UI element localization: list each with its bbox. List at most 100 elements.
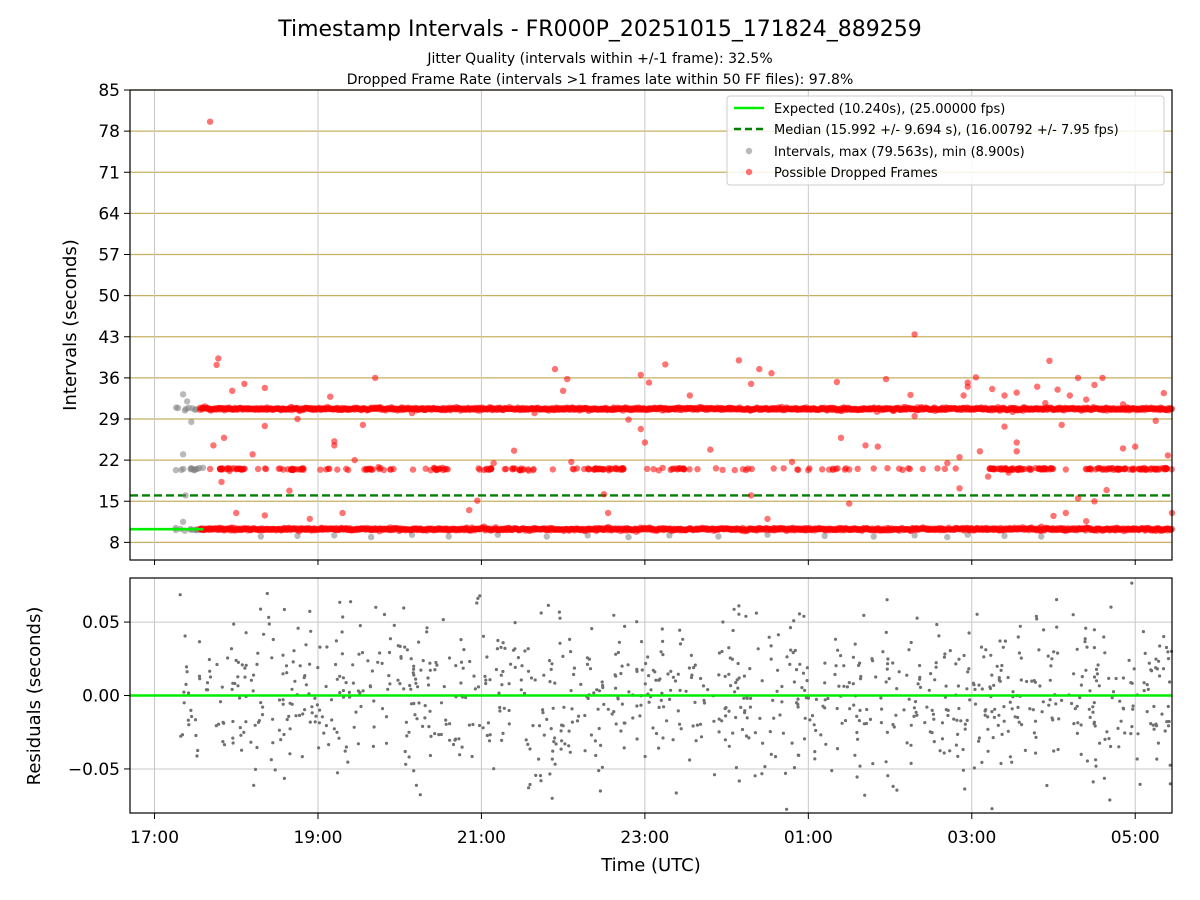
residual-point — [539, 779, 543, 783]
residual-point — [669, 688, 673, 692]
residual-point — [520, 664, 524, 668]
residual-point — [599, 743, 603, 748]
residual-point — [813, 757, 817, 761]
residual-point — [304, 643, 308, 647]
residual-point — [190, 714, 194, 719]
dropped-point — [884, 465, 891, 472]
dropped-point — [976, 448, 984, 455]
residual-point — [341, 689, 345, 693]
dropped-point — [1034, 383, 1041, 390]
residual-point — [447, 656, 452, 660]
dropped-point — [531, 409, 538, 417]
residual-point — [279, 738, 283, 742]
residual-point — [886, 657, 890, 661]
residual-point — [620, 702, 625, 706]
dropped-point — [581, 465, 588, 473]
dropped-point — [568, 458, 575, 466]
residual-point — [568, 637, 572, 642]
residual-point — [298, 664, 302, 668]
dropped-point — [1119, 401, 1127, 408]
residual-point — [412, 667, 416, 671]
residual-point — [402, 606, 406, 610]
residual-point — [372, 725, 376, 729]
residual-point — [963, 727, 967, 731]
residual-point — [934, 665, 938, 669]
interval-point — [196, 464, 203, 472]
dropped-point — [952, 465, 959, 472]
residual-point — [660, 691, 664, 695]
residual-point — [942, 655, 947, 659]
residual-point — [262, 632, 266, 636]
dropped-point — [229, 387, 236, 394]
residual-point — [737, 612, 741, 616]
residual-point — [282, 732, 286, 737]
residual-point — [471, 722, 475, 727]
residual-point — [944, 684, 948, 688]
residual-point — [281, 653, 285, 657]
residual-point — [380, 661, 384, 666]
residual-point — [1138, 782, 1142, 787]
residual-point — [796, 753, 800, 757]
residual-point — [293, 679, 297, 683]
residual-point — [433, 668, 437, 672]
residual-point — [583, 749, 587, 753]
residual-point — [758, 716, 762, 721]
residual-point — [407, 755, 411, 759]
dropped-point — [1121, 466, 1128, 473]
residual-point — [384, 741, 389, 745]
residual-point — [1019, 678, 1023, 682]
residual-point — [1166, 724, 1171, 728]
residual-point — [961, 747, 965, 752]
residual-point — [308, 720, 312, 724]
residual-point — [706, 688, 710, 692]
dropped-point — [764, 515, 771, 523]
dropped-point — [788, 458, 796, 466]
residual-point — [486, 721, 490, 725]
residual-point — [983, 713, 987, 717]
residual-point — [980, 687, 984, 691]
residual-point — [858, 764, 862, 768]
dropped-point — [956, 454, 963, 461]
residual-point — [1142, 689, 1146, 693]
residual-point — [501, 669, 505, 674]
residual-point — [753, 731, 758, 735]
residual-point — [783, 771, 788, 776]
residual-point — [570, 720, 575, 724]
residual-point — [1130, 681, 1134, 685]
residual-point — [918, 677, 922, 681]
residual-point — [546, 603, 551, 608]
dropped-point — [1005, 469, 1012, 476]
residual-point — [973, 687, 977, 692]
residual-point — [1075, 731, 1079, 736]
residual-point — [729, 684, 733, 688]
residual-point — [537, 724, 542, 728]
dropped-point — [768, 370, 775, 377]
residual-point — [349, 600, 353, 604]
residual-point — [523, 649, 527, 653]
residual-point — [587, 657, 592, 661]
residual-point — [238, 726, 242, 730]
residual-point — [281, 672, 285, 676]
residual-point — [654, 678, 658, 682]
residual-point — [1084, 668, 1088, 672]
dropped-point — [1160, 389, 1168, 397]
dropped-point — [600, 466, 607, 473]
dropped-point — [662, 361, 669, 368]
residual-point — [427, 725, 431, 729]
residual-point — [614, 686, 618, 690]
dropped-point — [941, 465, 948, 473]
residual-point — [461, 666, 465, 670]
residual-point — [267, 615, 271, 620]
residual-point — [1075, 647, 1079, 651]
residual-point — [542, 733, 546, 737]
dropped-point — [595, 466, 602, 473]
residual-point — [238, 696, 242, 700]
interval-point — [188, 418, 195, 426]
dropped-point — [637, 425, 644, 433]
residual-point — [1162, 634, 1166, 639]
residual-point — [993, 707, 997, 711]
dropped-point — [249, 451, 256, 458]
residual-point — [1052, 650, 1056, 654]
residual-point — [437, 733, 441, 737]
residual-point — [977, 683, 981, 687]
